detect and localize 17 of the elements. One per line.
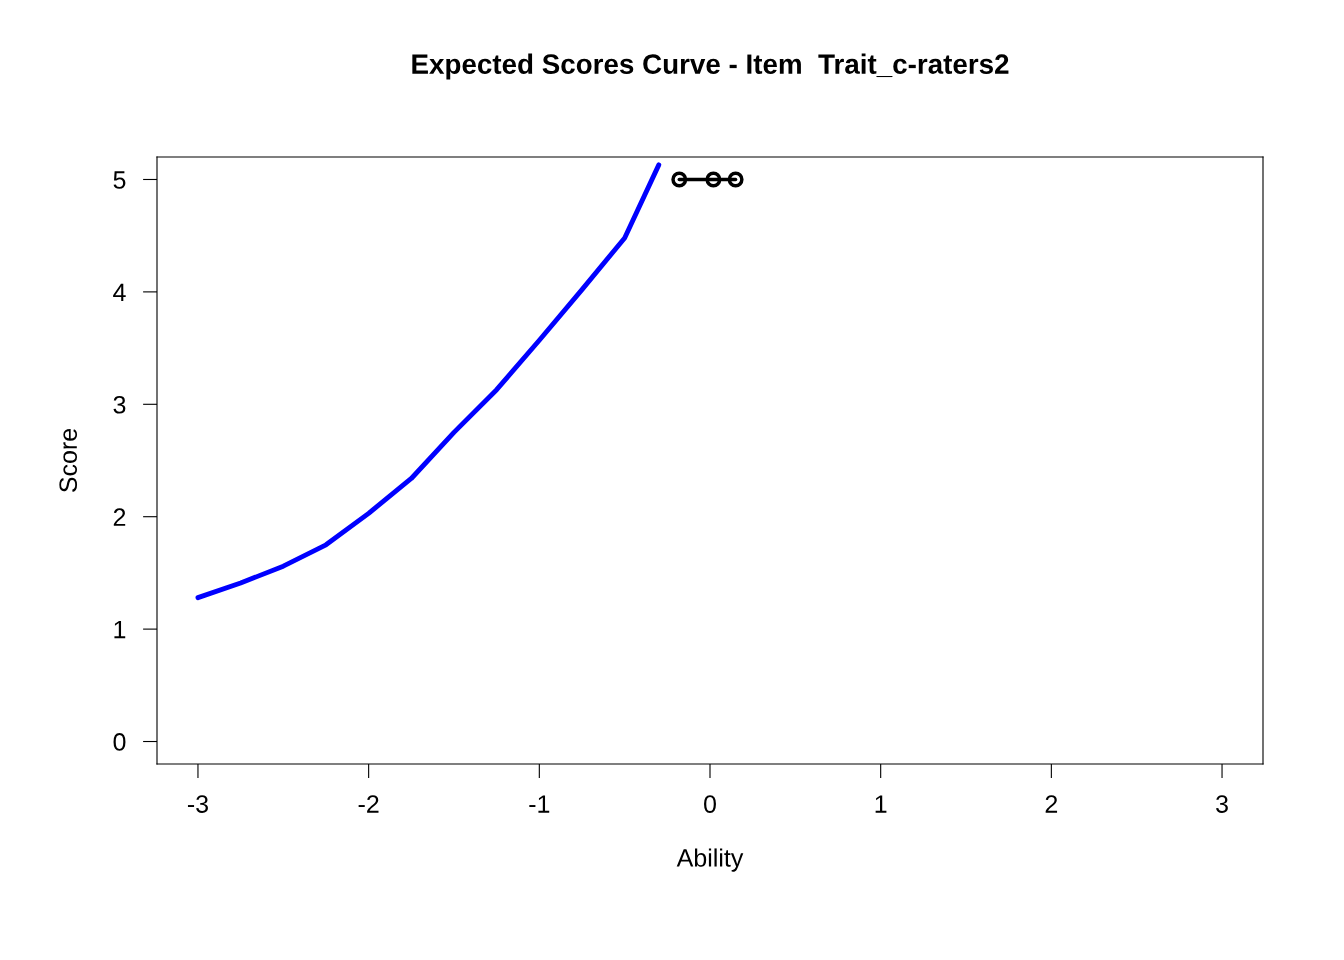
- x-tick-label: -1: [529, 795, 550, 813]
- x-tick-label: 3: [1216, 795, 1228, 813]
- x-tick-label: 0: [704, 795, 716, 813]
- y-tick-label: 1: [114, 620, 126, 639]
- x-tick-label: -2: [358, 795, 379, 813]
- y-tick-label: 2: [113, 508, 126, 526]
- x-tick-label: -3: [187, 795, 208, 813]
- y-tick-label: 4: [113, 283, 126, 301]
- y-tick-label: 0: [113, 733, 126, 751]
- x-tick-label: 2: [1045, 795, 1058, 813]
- line-series: [195, 162, 662, 601]
- x-axis-title: Ability: [676, 848, 744, 872]
- x-tick-label: 1: [875, 795, 887, 813]
- y-tick-label: 5: [113, 171, 126, 189]
- y-axis-title: Score: [59, 428, 78, 493]
- chart-title: Expected Scores Curve - Item Trait_c-raters2: [412, 53, 1009, 80]
- y-tick-label: 3: [113, 395, 126, 414]
